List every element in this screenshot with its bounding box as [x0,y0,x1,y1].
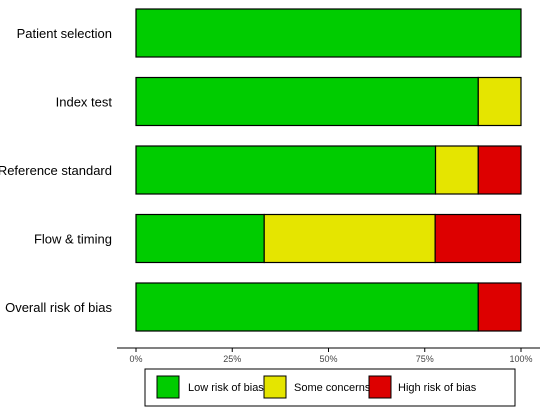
bar-reference-standard-some-concerns [434,145,479,195]
bar-flow-timing-high-risk-of-bias [434,213,522,264]
x-tick-label: 25% [223,354,241,364]
bar-flow-timing-some-concerns [263,213,436,264]
category-label: Reference standard [0,163,112,178]
legend-swatch-some-concerns [263,375,287,399]
x-tick-label: 50% [319,354,337,364]
x-tick-label: 75% [416,354,434,364]
bar-overall-risk-of-bias-low-risk-of-bias [135,282,479,332]
x-tick-label: 0% [129,354,142,364]
legend: Low risk of bias Some concerns High risk o… [144,368,516,407]
category-label: Overall risk of bias [5,300,112,315]
bar-overall-risk-of-bias-high-risk-of-bias [477,282,522,332]
legend-label-high-risk-of-bias: High risk of bias [398,382,477,394]
legend-label-some-concerns: Some concerns [294,382,371,394]
category-label: Index test [56,95,113,110]
legend-swatch-low-risk-of-bias [156,375,180,399]
legend-swatch-high-risk-of-bias [368,375,392,399]
legend-box [144,368,516,407]
x-tick-label: 100% [509,354,532,364]
x-axis: 0% 25% 50% 75% 100% [117,347,540,364]
bars [135,8,522,332]
bar-patient-selection-low-risk-of-bias [135,8,522,58]
bar-index-test-some-concerns [477,76,522,127]
bar-reference-standard-high-risk-of-bias [477,145,522,195]
legend-label-low-risk-of-bias: Low risk of bias [188,382,264,394]
bar-index-test-low-risk-of-bias [135,76,479,127]
category-label: Flow & timing [34,232,112,247]
bar-flow-timing-low-risk-of-bias [135,213,265,264]
category-labels: Patient selection Index test Reference sta… [0,26,112,315]
category-label: Patient selection [17,26,112,41]
bar-reference-standard-low-risk-of-bias [135,145,437,195]
